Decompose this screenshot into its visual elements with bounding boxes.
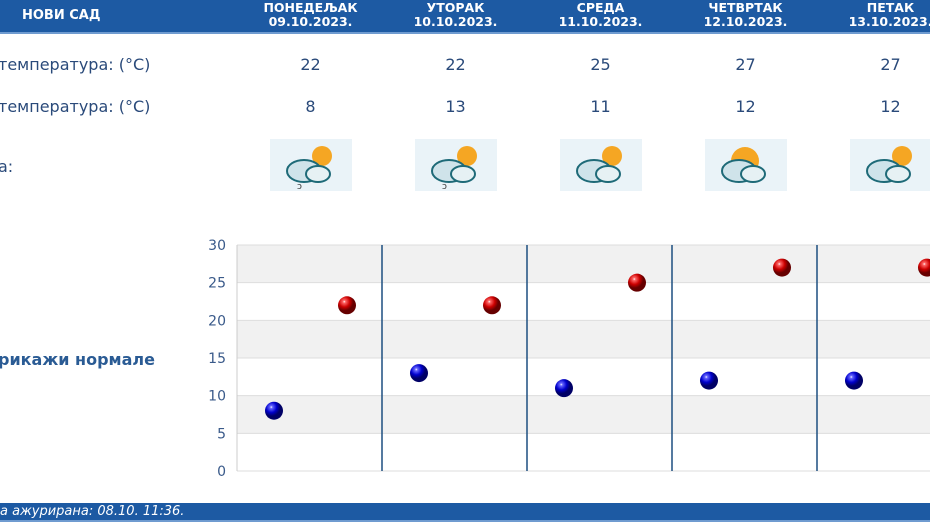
max-temp-value: 25 [590, 55, 611, 74]
show-normals-link[interactable]: рикажи нормале [0, 350, 155, 369]
min-temp-value: 11 [590, 97, 611, 116]
grid-band [237, 433, 930, 471]
min-temp-point [555, 379, 573, 398]
min-temp-value: 13 [445, 97, 466, 116]
day-name: УТОРАК [426, 0, 485, 15]
footer-bar: а ажурирана: 08.10. 11:36. [0, 503, 930, 522]
last-updated: а ажурирана: 08.10. 11:36. [0, 504, 185, 519]
svg-text:ↄ: ↄ [297, 182, 302, 191]
y-tick-label: 30 [208, 238, 226, 254]
grid-band [237, 395, 930, 434]
max-temp-point [918, 258, 930, 277]
partly-cloudy-icon [850, 139, 930, 191]
day-name: ПОНЕДЕЉАК [263, 0, 358, 15]
y-tick-label: 25 [208, 276, 226, 292]
mostly-sunny-icon [705, 139, 787, 191]
max-temp-value: 27 [880, 55, 901, 74]
max-temp-value: 22 [445, 55, 466, 74]
day-date: 10.10.2023. [413, 14, 498, 29]
y-tick-label: 5 [217, 426, 226, 442]
day-name: ПЕТАК [866, 0, 915, 15]
weather-label: а: [0, 157, 14, 176]
day-header: СРЕДА 11.10.2023. [528, 1, 673, 29]
grid-band [237, 358, 930, 396]
day-header: ПЕТАК 13.10.2023. [818, 1, 930, 29]
max-temp-value: 22 [300, 55, 321, 74]
city-name: НОВИ САД [22, 8, 101, 23]
y-tick-label: 15 [208, 351, 226, 367]
min-temp-label: температура: (°C) [0, 97, 151, 116]
header-bar: НОВИ САД ПОНЕДЕЉАК 09.10.2023. УТОРАК 10.1… [0, 0, 930, 34]
min-temp-point [845, 371, 863, 390]
max-temp-point [338, 296, 356, 315]
day-header: ЧЕТВРТАК 12.10.2023. [673, 1, 818, 29]
partly-cloudy-light-rain-icon: ↄ [415, 139, 497, 192]
y-tick-label: 10 [208, 389, 226, 405]
day-date: 11.10.2023. [558, 14, 643, 29]
day-date: 09.10.2023. [268, 14, 353, 29]
max-temp-point [483, 296, 501, 315]
grid-band [237, 320, 930, 358]
grid-band [237, 245, 930, 283]
min-temp-point [700, 371, 718, 390]
min-temp-value: 12 [880, 97, 901, 116]
partly-cloudy-light-rain-icon: ↄ [270, 139, 352, 192]
partly-cloudy-icon [560, 139, 642, 191]
y-tick-label: 0 [217, 464, 226, 480]
day-date: 12.10.2023. [703, 14, 788, 29]
svg-text:ↄ: ↄ [442, 182, 447, 191]
max-temp-value: 27 [735, 55, 756, 74]
y-tick-label: 20 [208, 313, 226, 329]
temperature-chart: 0 5 10 15 20 25 30 [208, 238, 930, 480]
day-header: ПОНЕДЕЉАК 09.10.2023. [238, 1, 383, 29]
max-temp-point [628, 273, 646, 292]
min-temp-point [410, 364, 428, 383]
min-temp-point [265, 401, 283, 420]
day-header: УТОРАК 10.10.2023. [383, 1, 528, 29]
min-temp-value: 8 [305, 97, 316, 116]
max-temp-point [773, 258, 791, 277]
max-temp-label: температура: (°C) [0, 55, 151, 74]
day-name: СРЕДА [576, 0, 625, 15]
min-temp-value: 12 [735, 97, 756, 116]
day-date: 13.10.2023. [848, 14, 930, 29]
day-name: ЧЕТВРТАК [708, 0, 783, 15]
